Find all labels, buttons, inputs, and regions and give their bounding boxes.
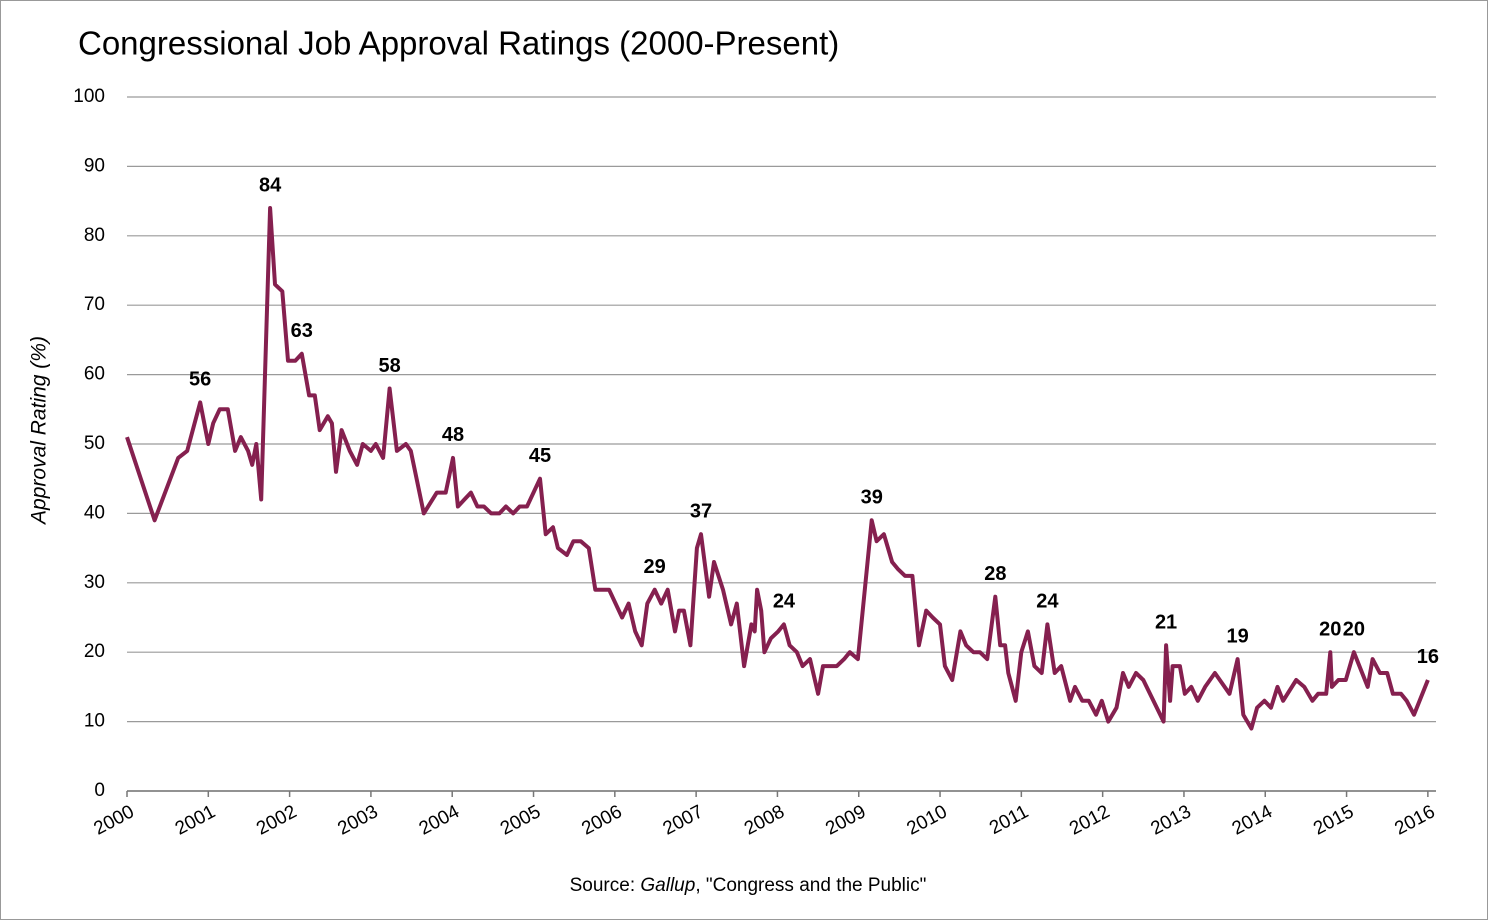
y-tick-label: 30 bbox=[84, 572, 105, 593]
y-tick-label: 70 bbox=[84, 294, 105, 315]
annotation: 24 bbox=[773, 591, 796, 613]
annotation: 56 bbox=[189, 369, 211, 391]
source-publisher: Gallup bbox=[640, 875, 695, 896]
annotation: 63 bbox=[291, 320, 313, 342]
y-tick-label: 10 bbox=[84, 711, 105, 732]
data-line bbox=[125, 206, 1430, 731]
y-tick-label: 90 bbox=[84, 155, 105, 176]
annotation: 16 bbox=[1417, 646, 1439, 668]
annotation: 20 bbox=[1343, 618, 1365, 640]
annotation: 24 bbox=[1036, 591, 1059, 613]
source-suffix: , "Congress and the Public" bbox=[695, 875, 926, 896]
annotation: 29 bbox=[644, 556, 666, 578]
y-axis-label: Approval Rating (%) bbox=[28, 336, 51, 526]
annotation: 39 bbox=[861, 487, 883, 509]
annotation: 48 bbox=[442, 424, 464, 446]
y-tick-label: 80 bbox=[84, 225, 105, 246]
annotation: 21 bbox=[1155, 612, 1177, 634]
y-tick-label: 20 bbox=[84, 641, 105, 662]
source-prefix: Source: bbox=[570, 875, 641, 896]
annotation: 84 bbox=[259, 174, 282, 196]
y-tick-label: 60 bbox=[84, 364, 105, 385]
annotation: 58 bbox=[378, 355, 400, 377]
source: Source: Gallup, "Congress and the Public… bbox=[570, 875, 927, 896]
annotation: 28 bbox=[984, 563, 1006, 585]
y-tick-label: 40 bbox=[84, 502, 105, 523]
y-tick-label: 0 bbox=[94, 780, 105, 801]
annotation: 37 bbox=[690, 501, 712, 523]
y-tick-label: 100 bbox=[73, 86, 105, 107]
annotation: 45 bbox=[529, 445, 551, 467]
chart-title: Congressional Job Approval Ratings (2000… bbox=[78, 25, 839, 62]
annotation: 19 bbox=[1226, 625, 1248, 647]
annotation: 20 bbox=[1319, 618, 1341, 640]
y-tick-label: 50 bbox=[84, 433, 105, 454]
